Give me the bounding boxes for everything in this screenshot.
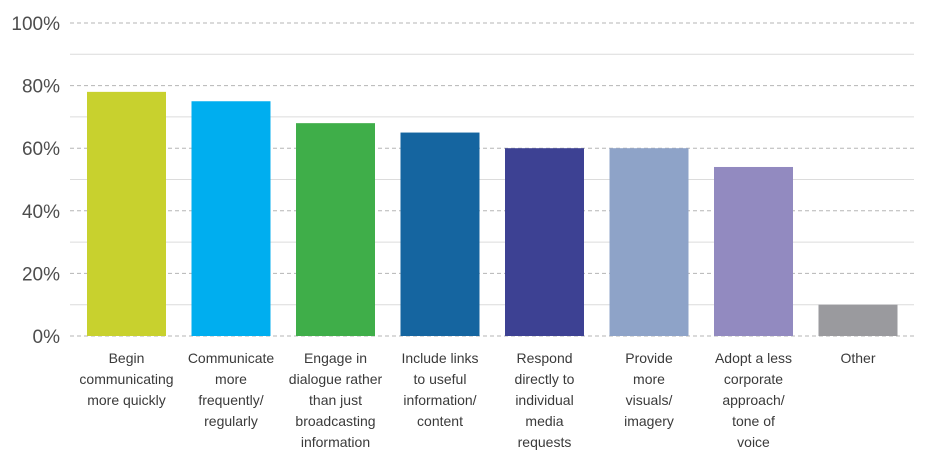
y-tick-label: 100% <box>11 14 60 35</box>
bar <box>818 304 898 336</box>
y-tick-label: 40% <box>22 202 60 223</box>
y-tick-label: 60% <box>22 139 60 160</box>
bar <box>609 148 689 336</box>
bar <box>505 148 584 336</box>
x-category-label: Communicate more frequently/regularly <box>188 350 275 429</box>
bar <box>400 132 480 336</box>
x-category-label: Provide more visuals/imagery <box>624 350 674 429</box>
x-category-label: Engage in dialogue rather than just broadca… <box>289 350 383 450</box>
x-category-label: Other <box>840 350 875 366</box>
bar <box>87 91 166 336</box>
x-axis-categories: Begin communicating more quickly Communicat… <box>79 350 875 450</box>
bar <box>296 123 375 336</box>
x-category-label: Adopt a less corporate approach/tone of voi… <box>715 350 792 450</box>
y-axis-ticks: 0% 20% 40% 60% 80% 100% <box>11 14 60 348</box>
bar <box>714 166 793 336</box>
bar <box>191 101 271 336</box>
x-category-label: Include links to useful information/conten… <box>401 350 478 429</box>
bars <box>87 91 898 336</box>
y-tick-label: 0% <box>33 327 61 348</box>
x-category-label: Respond directly to individual media request… <box>515 350 575 450</box>
y-tick-label: 80% <box>22 77 60 98</box>
y-tick-label: 20% <box>22 264 60 285</box>
x-category-label: Begin communicating more quickly <box>79 350 173 408</box>
